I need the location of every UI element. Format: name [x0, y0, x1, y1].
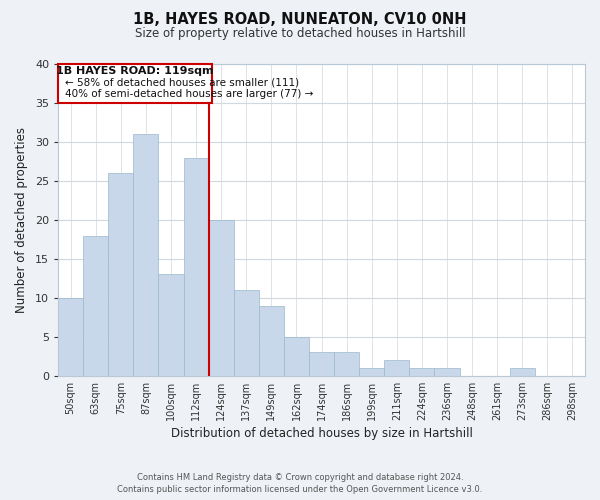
Text: Contains HM Land Registry data © Crown copyright and database right 2024.: Contains HM Land Registry data © Crown c… [137, 473, 463, 482]
Bar [334, 352, 359, 376]
Bar [108, 173, 133, 376]
Text: 40% of semi-detached houses are larger (77) →: 40% of semi-detached houses are larger (… [65, 90, 314, 100]
Bar [434, 368, 460, 376]
Bar [58, 298, 83, 376]
Bar [234, 290, 259, 376]
Bar [309, 352, 334, 376]
Bar [359, 368, 384, 376]
Bar [409, 368, 434, 376]
Bar [158, 274, 184, 376]
Bar [259, 306, 284, 376]
Text: ← 58% of detached houses are smaller (111): ← 58% of detached houses are smaller (11… [65, 78, 299, 88]
Bar [133, 134, 158, 376]
Y-axis label: Number of detached properties: Number of detached properties [15, 127, 28, 313]
Text: Size of property relative to detached houses in Hartshill: Size of property relative to detached ho… [134, 28, 466, 40]
Bar [209, 220, 234, 376]
Text: 1B, HAYES ROAD, NUNEATON, CV10 0NH: 1B, HAYES ROAD, NUNEATON, CV10 0NH [133, 12, 467, 28]
Bar [384, 360, 409, 376]
X-axis label: Distribution of detached houses by size in Hartshill: Distribution of detached houses by size … [170, 427, 472, 440]
Text: 1B HAYES ROAD: 119sqm: 1B HAYES ROAD: 119sqm [56, 66, 214, 76]
Bar [284, 337, 309, 376]
Text: Contains public sector information licensed under the Open Government Licence v3: Contains public sector information licen… [118, 484, 482, 494]
Bar [83, 236, 108, 376]
Bar [184, 158, 209, 376]
Bar [510, 368, 535, 376]
